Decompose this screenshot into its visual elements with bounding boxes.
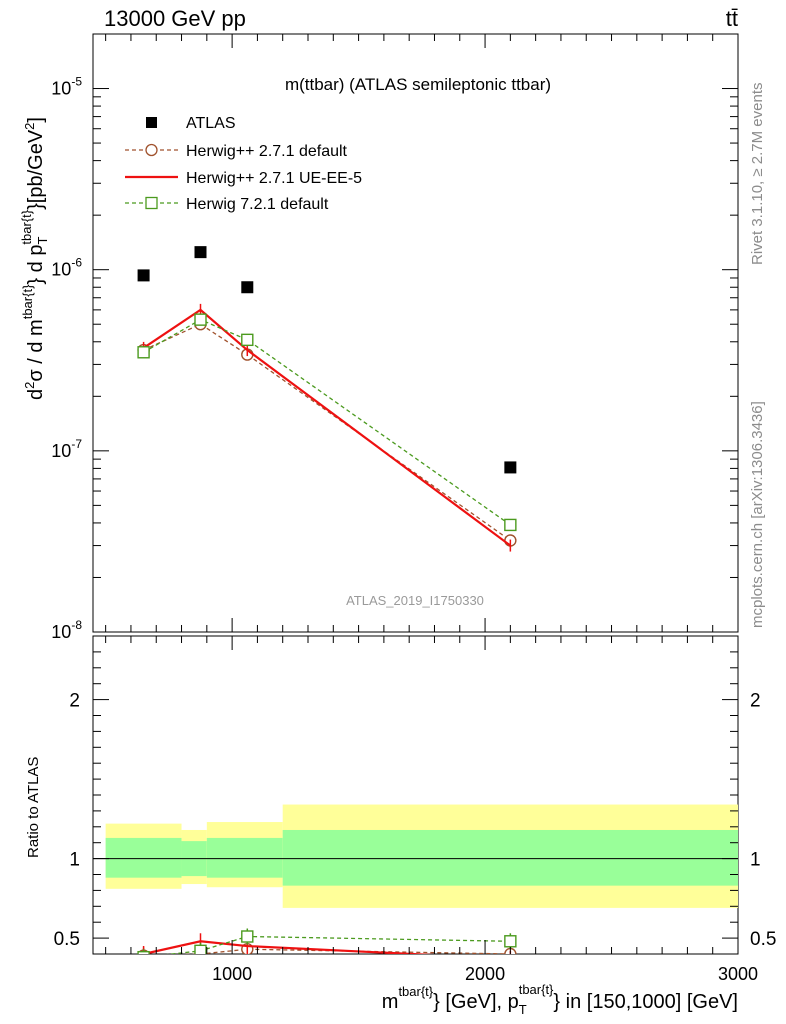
series-point-atlas [504, 461, 517, 474]
rivet-label: Rivet 3.1.10, ≥ 2.7M events [749, 83, 766, 266]
ratio-line-herwig-2-7-1-ue-ee-5 [143, 940, 435, 954]
ratio-point-herwig-7-2-1-default [241, 930, 254, 943]
legend-marker-herwig-default [145, 143, 158, 157]
y-tick-label: 10-7 [51, 437, 82, 461]
ratio-band-green [282, 829, 738, 886]
source-label: mcplots.cern.ch [arXiv:1306.3436] [749, 401, 766, 628]
ratio-y-tick-label-left: 1 [69, 850, 80, 871]
y-axis-label-main: d2σ / d mtbar{t}} d pTtbar{t}}[pb/GeV2] [19, 117, 50, 400]
main-frame [92, 33, 739, 633]
axis-ticks: 1000 2000 3000 10-8 10-7 10-6 10-5 0.5 0.5 1 1 2 2 [51, 33, 776, 984]
y-axis-label-ratio: Ratio to ATLAS [25, 757, 42, 858]
ratio-y-tick-label-right: 1 [750, 850, 761, 871]
process-label: tt̄ [726, 6, 738, 31]
series-point-herwig-7-2-1-default [137, 346, 150, 359]
y-tick-label: 10-8 [51, 618, 82, 642]
ratio-point-herwig-7-2-1-default [504, 935, 517, 948]
y-tick-label: 10-5 [51, 75, 82, 99]
ratio-band-green [105, 837, 182, 878]
ratio-y-tick-label-right: 0.5 [750, 929, 776, 950]
x-tick-label: 2000 [465, 964, 505, 984]
energy-label: 13000 GeV pp [104, 6, 246, 31]
legend-marker-atlas [146, 117, 157, 128]
legend-label-herwig-default: Herwig++ 2.7.1 default [186, 143, 348, 160]
series-point-herwig-7-2-1-default [504, 518, 517, 532]
y-tick-label: 10-6 [51, 256, 82, 280]
ratio-point-herwig-7-2-1-default [194, 944, 207, 954]
ratio-line-herwig-2-7-1-default [177, 948, 511, 954]
legend-marker-herwig72 [145, 196, 158, 210]
series-point-herwig-7-2-1-default [241, 333, 254, 347]
ratio-band-green [206, 837, 283, 878]
series-point-atlas [194, 246, 207, 259]
ratio-point-herwig-7-2-1-default [137, 950, 150, 954]
series-line-herwig-7-2-1-default [143, 318, 511, 526]
plot-title: m(ttbar) (ATLAS semileptonic ttbar) [285, 75, 551, 94]
ratio-series [137, 928, 517, 954]
x-tick-label: 1000 [212, 964, 252, 984]
series-point-herwig-7-2-1-default [194, 313, 207, 326]
x-tick-label: 3000 [718, 964, 758, 984]
ratio-y-tick-label-right: 2 [750, 691, 761, 712]
ratio-y-tick-label-left: 0.5 [54, 929, 80, 950]
analysis-id: ATLAS_2019_I1750330 [346, 593, 484, 608]
ratio-y-tick-label-left: 2 [69, 691, 80, 712]
series-line-herwig-2-7-1-ue-ee-5 [142, 308, 512, 547]
ratio-bands [105, 804, 738, 908]
legend-label-atlas: ATLAS [186, 115, 236, 132]
legend-label-herwig72: Herwig 7.2.1 default [186, 196, 329, 213]
series-point-atlas [241, 281, 254, 294]
main-series [137, 246, 517, 552]
legend-label-herwig-ueee5: Herwig++ 2.7.1 UE-EE-5 [186, 170, 362, 187]
series-point-atlas [137, 269, 150, 282]
x-axis-label: mtbar{t}} [GeV], pTtbar{t}} in [150,1000… [382, 982, 738, 1017]
legend: ATLAS Herwig++ 2.7.1 default Herwig++ 2.… [125, 115, 362, 213]
series-line-herwig-2-7-1-default [143, 323, 511, 542]
